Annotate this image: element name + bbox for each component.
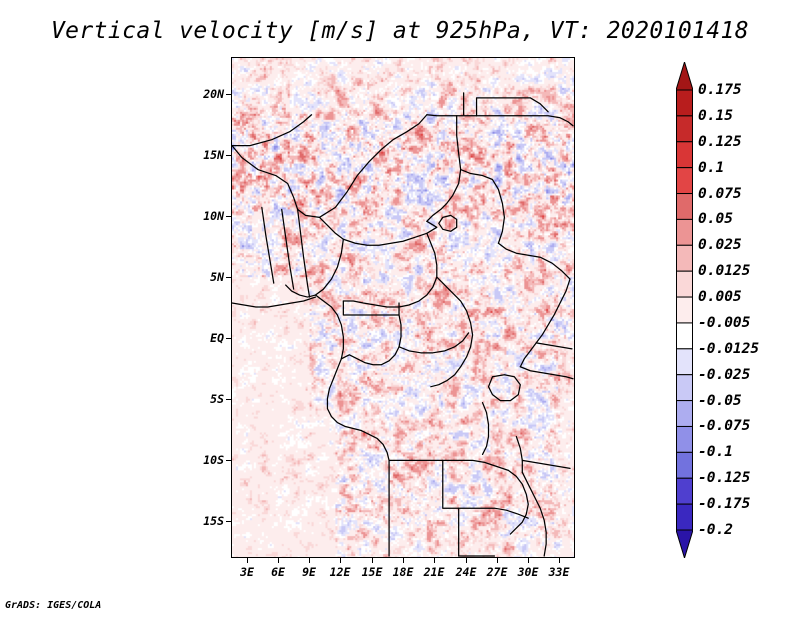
x-axis-tick-mark (340, 558, 341, 563)
colorbar-max-cap (676, 62, 693, 91)
colorbar-tick-label: -0.075 (698, 418, 751, 435)
map-plot-area (231, 57, 575, 558)
y-axis-tick-label: 20N (203, 87, 224, 101)
grads-credit: GrADS: IGES/COLA (5, 600, 102, 611)
colorbar-band (676, 451, 693, 479)
x-axis-tick-label: 3E (240, 565, 254, 579)
y-axis-tick-label: 10S (203, 453, 224, 467)
x-axis-tick-mark (528, 558, 529, 563)
colorbar-band (676, 218, 693, 246)
colorbar-band (676, 503, 693, 531)
colorbar-tick-label: 0.175 (698, 82, 742, 98)
colorbar-tick-label: 0.025 (698, 237, 742, 254)
y-axis-tick-mark (226, 155, 231, 156)
x-axis-tick-label: 24E (455, 565, 477, 579)
x-axis-tick-label: 6E (271, 565, 285, 579)
x-axis-tick-label: 30E (517, 565, 539, 579)
y-axis-tick-mark (226, 521, 231, 522)
colorbar-band (676, 270, 693, 298)
x-axis-tick-label: 18E (392, 565, 414, 579)
colorbar-tick-label: -0.1 (698, 444, 733, 461)
x-axis-tick-mark (434, 558, 435, 563)
colorbar-tick-label: -0.175 (698, 496, 751, 513)
colorbar-tick-label: -0.05 (698, 392, 742, 409)
colorbar-tick-label: 0.075 (698, 185, 742, 202)
y-axis-tick-label: 5N (210, 270, 224, 284)
colorbar-band (676, 296, 693, 324)
colorbar-tick-label: 0.15 (698, 107, 733, 124)
colorbar-band (676, 425, 693, 453)
colorbar-band (676, 400, 693, 427)
colorbar-band (676, 115, 693, 143)
x-axis-tick-label: 15E (361, 565, 383, 579)
y-axis-tick-mark (226, 94, 231, 95)
x-axis-tick-mark (309, 558, 310, 563)
colorbar-tick-label: -0.025 (698, 366, 751, 383)
vertical-velocity-heatmap (232, 58, 574, 557)
y-axis-tick-label: 10N (203, 209, 224, 223)
x-axis-tick-label: 33E (548, 565, 570, 579)
x-axis-tick-label: 12E (329, 565, 351, 579)
colorbar-swatches (676, 62, 693, 558)
x-axis-tick-mark (403, 558, 404, 563)
colorbar-band (676, 89, 693, 117)
x-axis-tick-mark (278, 558, 279, 563)
colorbar-tick-label: -0.005 (698, 314, 751, 331)
colorbar-tick-label: 0.05 (698, 211, 733, 228)
y-axis-tick-label: 5S (210, 392, 224, 406)
colorbar-tick-label: 0.0125 (698, 263, 751, 280)
colorbar-band (676, 477, 693, 505)
x-axis-tick-label: 9E (302, 565, 316, 579)
colorbar-band (676, 348, 693, 376)
colorbar-band (676, 167, 693, 195)
colorbar-band (676, 193, 693, 220)
colorbar-tick-label: -0.2 (698, 522, 733, 538)
colorbar-tick-label: 0.125 (698, 133, 742, 150)
colorbar-tick-label: -0.0125 (698, 340, 760, 357)
colorbar-tick-label: -0.125 (698, 470, 751, 487)
x-axis-tick-mark (372, 558, 373, 563)
page-title: Vertical velocity [m/s] at 925hPa, VT: 2… (50, 18, 750, 44)
colorbar-band (676, 244, 693, 272)
colorbar-tick-label: 0.005 (698, 289, 742, 306)
y-axis-tick-label: EQ (210, 331, 224, 345)
y-axis-tick-label: 15S (203, 514, 224, 528)
x-axis-tick-mark (247, 558, 248, 563)
x-axis-tick-label: 21E (423, 565, 445, 579)
x-axis-tick-mark (466, 558, 467, 563)
colorbar-band (676, 374, 693, 402)
colorbar-band (676, 322, 693, 350)
y-axis-tick-mark (226, 399, 231, 400)
y-axis-tick-mark (226, 277, 231, 278)
x-axis-tick-mark (497, 558, 498, 563)
y-axis-tick-mark (226, 460, 231, 461)
x-axis-tick-label: 27E (486, 565, 508, 579)
colorbar-band (676, 141, 693, 169)
colorbar-tick-label: 0.1 (698, 159, 725, 176)
y-axis-tick-mark (226, 338, 231, 339)
country-borders-overlay (232, 92, 574, 557)
colorbar (676, 62, 693, 558)
y-axis-tick-mark (226, 216, 231, 217)
y-axis-tick-label: 15N (203, 148, 224, 162)
x-axis-tick-mark (559, 558, 560, 563)
colorbar-min-cap (676, 529, 693, 558)
